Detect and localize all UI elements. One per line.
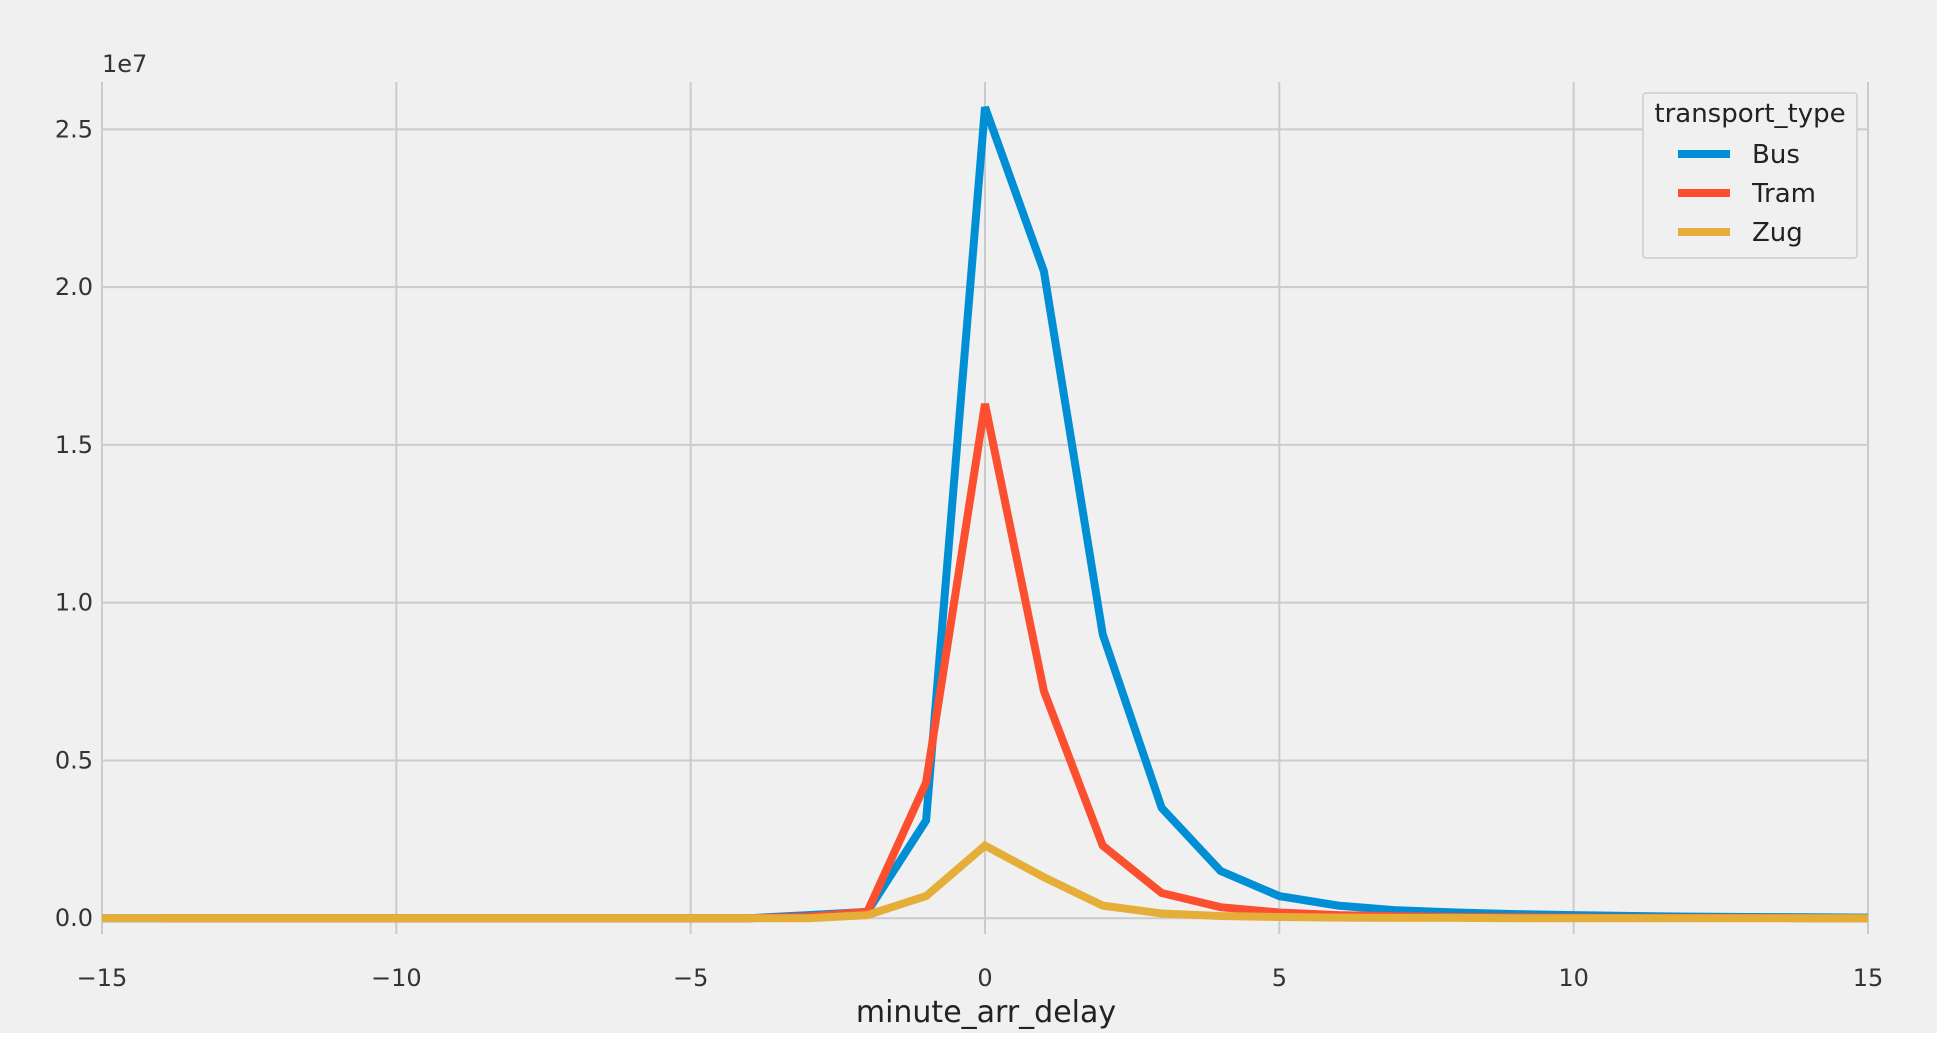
legend-label-tram: Tram [1751, 179, 1816, 209]
legend-title: transport_type [1654, 99, 1845, 129]
y-tick-label: 1.5 [55, 431, 93, 459]
y-tick-label: 1.0 [55, 589, 93, 617]
tick-labels: −15 −10 −5 0 5 10 15 0.0 0.5 1.0 1.5 2.0 2.5 [55, 115, 1883, 992]
series-line-zug [102, 840, 1868, 923]
legend-box [1642, 92, 1858, 259]
y-tick-label: 0.0 [55, 904, 93, 932]
x-tick-label: 15 [1853, 964, 1884, 992]
x-tick-label: −15 [77, 964, 128, 992]
x-tick-label: −10 [371, 964, 422, 992]
grid-lines [101, 82, 1869, 934]
legend-label-bus: Bus [1752, 140, 1800, 170]
series-lines [102, 105, 1869, 923]
y-offset-label: 1e7 [102, 50, 147, 78]
y-tick-label: 2.5 [55, 115, 93, 143]
y-tick-label: 2.0 [55, 273, 93, 301]
x-tick-label: 0 [977, 964, 992, 992]
x-tick-label: −5 [673, 964, 708, 992]
series-line-tram [160, 403, 1868, 923]
x-tick-label: 5 [1272, 964, 1287, 992]
x-axis-label: minute_arr_delay [856, 995, 1116, 1030]
legend-items: Bus Tram Zug [1678, 140, 1816, 248]
legend-label-zug: Zug [1752, 218, 1803, 248]
y-tick-label: 0.5 [55, 746, 93, 774]
legend: transport_type Bus Tram Zug [1642, 92, 1858, 259]
x-tick-label: 10 [1558, 964, 1589, 992]
